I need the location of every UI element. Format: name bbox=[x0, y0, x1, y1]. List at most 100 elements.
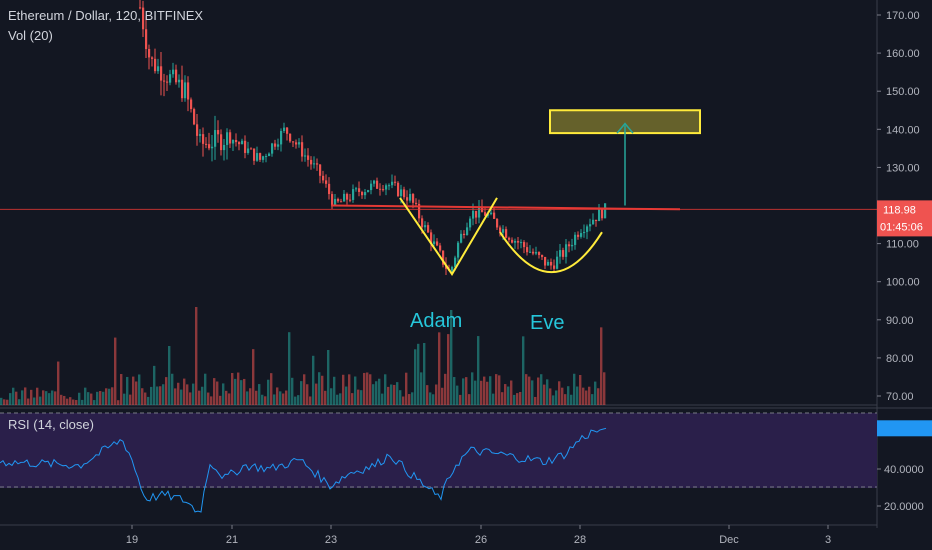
volume-bar bbox=[333, 376, 336, 405]
volume-bar bbox=[603, 372, 606, 405]
volume-bar bbox=[381, 393, 384, 405]
volume-bar bbox=[171, 373, 174, 405]
volume-bar bbox=[75, 400, 78, 405]
candle-body bbox=[181, 79, 184, 99]
volume-bar bbox=[69, 397, 72, 405]
candle-body bbox=[469, 218, 472, 228]
time-tick-label: 3 bbox=[825, 534, 831, 546]
price-tick-label: 160.00 bbox=[886, 48, 920, 60]
volume-bar bbox=[474, 380, 477, 405]
candle-body bbox=[337, 198, 340, 202]
volume-bar bbox=[357, 389, 360, 405]
price-tick-label: 170.00 bbox=[886, 10, 920, 22]
candle-body bbox=[154, 58, 157, 72]
volume-bar bbox=[117, 400, 120, 405]
volume-bar bbox=[375, 381, 378, 405]
volume-bar bbox=[120, 374, 123, 405]
volume-bar bbox=[402, 396, 405, 405]
candle-body bbox=[460, 233, 463, 243]
volume-bar bbox=[510, 380, 513, 405]
candle-body bbox=[517, 240, 520, 243]
candle-body bbox=[244, 140, 247, 153]
candle-body bbox=[466, 227, 469, 236]
candle-body bbox=[592, 219, 595, 225]
candle-body bbox=[274, 143, 277, 147]
volume-bar bbox=[558, 381, 561, 405]
candle-body bbox=[178, 79, 181, 83]
volume-bar bbox=[114, 337, 117, 405]
candle-body bbox=[505, 229, 508, 238]
volume-bar bbox=[102, 391, 105, 405]
candle-body bbox=[172, 69, 175, 75]
volume-bar bbox=[45, 391, 48, 405]
volume-bar bbox=[504, 384, 507, 405]
volume-bar bbox=[84, 387, 87, 405]
chart-title: Ethereum / Dollar, 120, BITFINEX bbox=[8, 8, 204, 23]
candle-body bbox=[148, 49, 151, 58]
annotation-adam: Adam bbox=[410, 310, 462, 332]
volume-bar bbox=[429, 392, 432, 405]
volume-bar bbox=[24, 387, 27, 405]
volume-bar bbox=[228, 393, 231, 405]
volume-bar bbox=[246, 391, 249, 405]
volume-bar bbox=[291, 377, 294, 405]
candle-body bbox=[145, 29, 148, 50]
volume-bar bbox=[60, 394, 63, 405]
volume-bar bbox=[78, 392, 81, 405]
candle-body bbox=[403, 189, 406, 198]
candle-body bbox=[550, 261, 553, 266]
volume-bar bbox=[258, 384, 261, 405]
candle-body bbox=[577, 234, 580, 237]
volume-bar bbox=[336, 394, 339, 405]
neckline bbox=[330, 204, 681, 211]
volume-bar bbox=[180, 389, 183, 405]
candle-body bbox=[358, 188, 361, 192]
volume-bar bbox=[432, 394, 435, 405]
candle-body bbox=[565, 244, 568, 257]
volume-bar bbox=[132, 376, 135, 405]
price-tick-label: 80.00 bbox=[886, 353, 914, 365]
candle-body bbox=[292, 141, 295, 143]
candle-body bbox=[301, 142, 304, 157]
candle-body bbox=[409, 194, 412, 201]
volume-label: Vol (20) bbox=[8, 28, 53, 43]
rsi-tick-label: 40.0000 bbox=[884, 464, 924, 476]
target-arrow-head bbox=[616, 122, 634, 134]
volume-bar bbox=[366, 372, 369, 405]
volume-bar bbox=[594, 381, 597, 405]
volume-bar bbox=[294, 396, 297, 405]
volume-bar bbox=[555, 390, 558, 405]
candle-body bbox=[211, 146, 214, 149]
candle-body bbox=[283, 127, 286, 131]
volume-bar bbox=[18, 399, 21, 405]
candle-body bbox=[370, 183, 373, 191]
volume-bar bbox=[93, 400, 96, 405]
volume-bar bbox=[36, 387, 39, 405]
candle-body bbox=[604, 203, 607, 219]
candle-body bbox=[436, 241, 439, 246]
candle-body bbox=[322, 175, 325, 181]
volume-bar bbox=[483, 376, 486, 405]
candle-body bbox=[379, 188, 382, 190]
volume-bar bbox=[318, 372, 321, 405]
volume-bar bbox=[183, 378, 186, 405]
candle-body bbox=[151, 57, 154, 59]
time-tick-label: 21 bbox=[226, 534, 238, 546]
volume-bar bbox=[219, 395, 222, 405]
volume-bar bbox=[522, 336, 525, 405]
volume-bar bbox=[420, 372, 423, 405]
volume-bar bbox=[312, 355, 315, 405]
volume-bar bbox=[351, 393, 354, 405]
volume-bar bbox=[438, 332, 441, 405]
volume-bar bbox=[465, 377, 468, 405]
volume-bar bbox=[348, 374, 351, 405]
volume-bar bbox=[66, 398, 69, 405]
adam-v-pattern bbox=[399, 197, 498, 276]
volume-bar bbox=[99, 391, 102, 405]
volume-bar bbox=[153, 365, 156, 405]
candle-body bbox=[304, 155, 307, 157]
volume-bar bbox=[585, 390, 588, 405]
volume-bar bbox=[435, 384, 438, 405]
candle-body bbox=[289, 133, 292, 142]
